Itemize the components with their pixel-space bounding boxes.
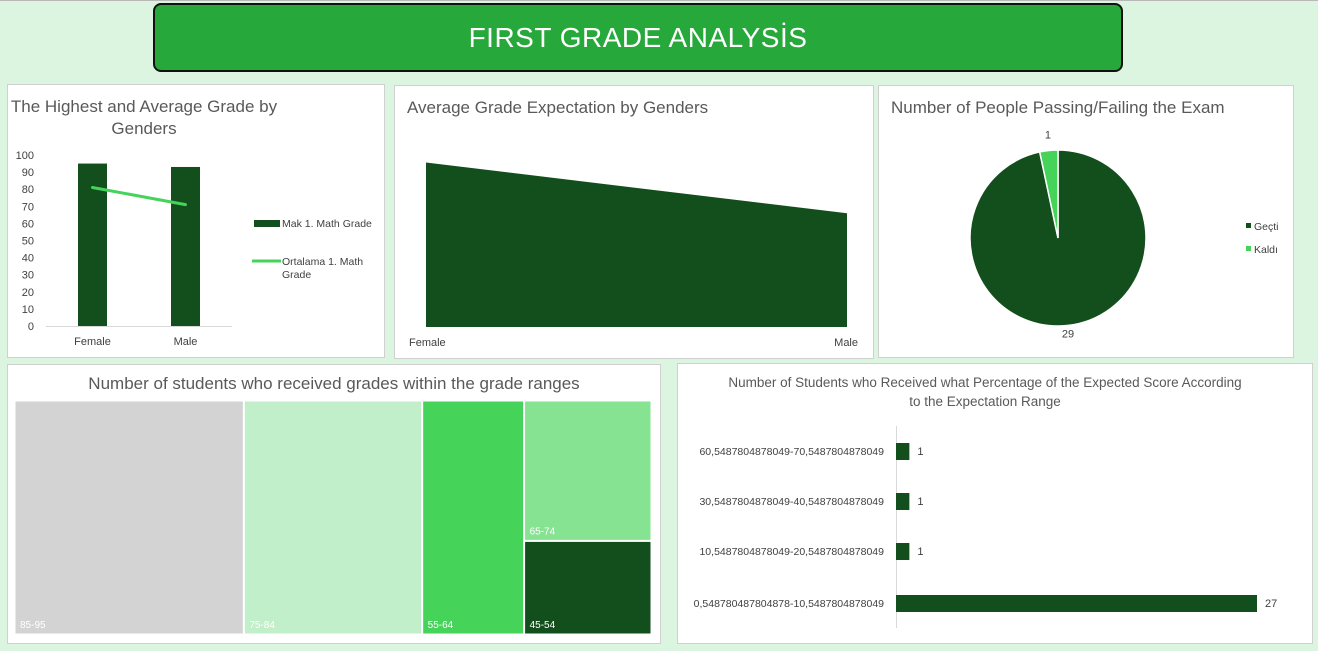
bar-student-count [896,543,910,560]
treemap-tile-label: 45-54 [530,620,556,631]
expected-percentage-chart-panel[interactable]: Number of Students who Received what Per… [677,363,1313,644]
y-tick-label: 100 [16,150,34,162]
grade-ranges-chart-panel[interactable]: Number of students who received grades w… [7,364,661,644]
chart-title: Number of students who received grades w… [88,374,580,393]
line-average-grade [91,185,187,207]
x-tick-label: Female [409,337,446,349]
treemap-tile-75-84 [244,401,422,634]
y-tick-label: 20 [22,287,34,299]
legend-label: Kaldı [1254,244,1278,256]
y-tick-label: 70 [22,201,34,213]
legend-label: Grade [282,269,311,281]
y-tick-label: 60 [22,218,34,230]
legend-swatch [1246,246,1251,251]
y-tick-label: 30 [22,270,34,282]
legend-swatch-bar [254,220,280,227]
y-tick-label: 50 [22,236,34,248]
highest-average-chart: 0 10 20 30 40 50 60 70 80 90 100 Female Male Mak 1. M… [16,150,372,348]
y-tick-label: 0 [28,321,34,333]
treemap-tile-label: 55-64 [428,620,454,631]
legend-label: Ortalama 1. Math [282,256,363,268]
bar-data-label: 1 [917,546,923,558]
y-tick-label: 10 [22,304,34,316]
chart-title-line: Genders [111,119,177,138]
pass-fail-chart-panel[interactable]: Number of People Passing/Failing the Exa… [878,85,1294,358]
chart-title: Average Grade Expectation by Genders [407,98,709,117]
expected-percentage-bar-chart: 60,5487804878049-70,5487804878049 1 30,548… [694,426,1277,628]
expectation-chart-panel[interactable]: Average Grade Expectation by Genders Fem… [394,85,874,359]
grade-ranges-treemap: 85-95 75-84 55-64 65-74 45-54 [15,401,651,634]
dashboard-banner: FIRST GRADE ANALYSİS [153,3,1123,72]
pass-fail-pie-chart: 29 1 Geçti Kaldı [969,130,1279,340]
pie-data-label: 29 [1062,328,1074,340]
dashboard-title: FIRST GRADE ANALYSİS [468,21,808,53]
bar-data-label: 27 [1265,598,1277,610]
bar-max-grade [171,166,200,326]
x-tick-label: Male [834,337,858,349]
treemap-tile-45-54 [525,541,651,634]
treemap-tile-65-74 [525,401,651,540]
bar-data-label: 1 [917,496,923,508]
legend-label: Geçti [1254,221,1279,233]
chart-title-line: to the Expectation Range [909,394,1061,409]
treemap-tile-label: 85-95 [20,620,46,631]
bar-data-label: 1 [917,446,923,458]
bar-student-count [896,443,910,460]
treemap-tile-85-95 [15,401,243,634]
pie-slice-kaldı [1038,149,1059,239]
chart-title: Number of People Passing/Failing the Exa… [891,98,1225,117]
legend-swatch [1246,223,1251,228]
y-tick-label: 30,5487804878049-40,5487804878049 [699,496,884,508]
top-border [0,0,1318,1]
y-tick-label: 60,5487804878049-70,5487804878049 [699,446,884,458]
y-tick-label: 40 [22,253,34,265]
pie-data-label: 1 [1045,130,1051,142]
y-tick-label: 10,5487804878049-20,5487804878049 [699,546,884,558]
area-expectation [426,162,847,327]
treemap-tile-55-64 [423,401,524,634]
expectation-area-chart: Female Male [409,162,858,349]
chart-title-line: The Highest and Average Grade by [10,97,278,116]
y-tick-label: 90 [22,167,34,179]
treemap-tile-label: 65-74 [530,526,556,537]
treemap-tile-label: 75-84 [249,620,275,631]
bar-student-count [896,493,910,510]
legend-label: Mak 1. Math Grade [282,218,372,230]
x-tick-label: Female [74,336,111,348]
bar-student-count [896,595,1257,612]
highest-average-chart-panel[interactable]: The Highest and Average Grade by Genders… [7,84,385,358]
chart-title-line: Number of Students who Received what Per… [728,375,1242,390]
x-tick-label: Male [174,336,198,348]
y-tick-label: 0,548780487804878-10,5487804878049 [694,598,885,610]
y-tick-label: 80 [22,184,34,196]
